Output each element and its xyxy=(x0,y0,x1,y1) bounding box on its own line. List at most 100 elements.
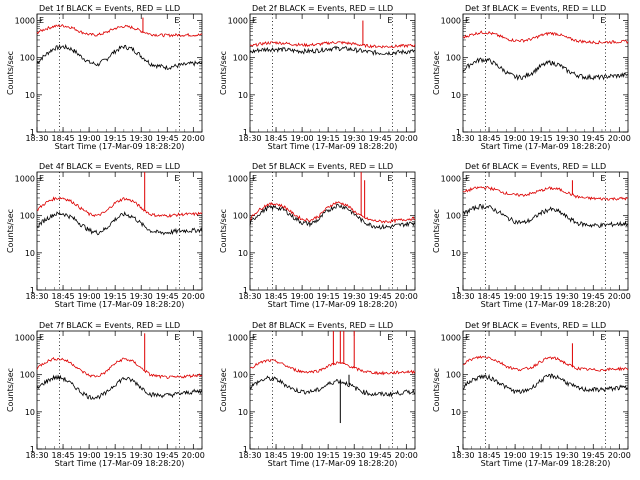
y-tick-label: 1 xyxy=(30,445,35,454)
plot-title: Det 2f BLACK = Events, RED = LLD xyxy=(252,4,393,13)
plot-title: Det 3f BLACK = Events, RED = LLD xyxy=(465,4,606,13)
x-tick-label: 18:30 xyxy=(238,292,261,301)
plot-frame xyxy=(462,171,629,291)
x-tick-label: 19:45 xyxy=(582,451,605,460)
y-tick-label: 1000 xyxy=(441,334,461,343)
y-tick-label: 100 xyxy=(446,54,461,63)
y-axis-label: Counts/sec xyxy=(219,368,228,412)
y-tick-label: 1 xyxy=(456,286,461,295)
y-tick-label: 1 xyxy=(243,286,248,295)
events-series-line xyxy=(462,203,629,229)
x-tick-label: 19:45 xyxy=(369,292,392,301)
interval-flag: E xyxy=(174,16,179,25)
x-tick-label: 18:30 xyxy=(238,451,261,460)
x-axis-label: Start Time (17-Mar-09 18:28:20) xyxy=(268,459,398,468)
interval-flag: E xyxy=(387,174,392,183)
y-axis-label: Counts/sec xyxy=(6,51,15,95)
x-tick-label: 19:45 xyxy=(156,451,179,460)
x-tick-label: 19:15 xyxy=(104,451,127,460)
y-tick-label: 1 xyxy=(456,128,461,137)
x-tick-label: 20:00 xyxy=(182,451,205,460)
y-tick-label: 1 xyxy=(456,445,461,454)
x-axis-label: Start Time (17-Mar-09 18:28:20) xyxy=(481,142,611,151)
y-tick-label: 1 xyxy=(243,445,248,454)
detector-plot: Det 2f BLACK = Events, RED = LLD 1 10 100 10… xyxy=(219,4,418,151)
events-series-line xyxy=(462,57,629,81)
lld-series-line xyxy=(36,23,203,38)
x-tick-label: 19:15 xyxy=(317,134,340,143)
y-axis-label: Counts/sec xyxy=(432,51,441,95)
plot-frame xyxy=(249,13,416,133)
lld-series-line xyxy=(462,186,629,201)
x-tick-label: 19:00 xyxy=(78,134,101,143)
events-series-line xyxy=(36,43,203,71)
x-tick-label: 19:15 xyxy=(104,292,127,301)
x-tick-label: 19:00 xyxy=(291,292,314,301)
interval-flag: E xyxy=(465,333,470,342)
x-tick-label: 19:15 xyxy=(317,292,340,301)
interval-flag: E xyxy=(600,16,605,25)
x-tick-label: 19:30 xyxy=(556,292,579,301)
x-tick-label: 20:00 xyxy=(608,451,631,460)
lld-series-line xyxy=(36,356,203,380)
x-tick-label: 18:30 xyxy=(25,292,48,301)
x-tick-label: 18:30 xyxy=(25,451,48,460)
x-tick-label: 18:30 xyxy=(451,451,474,460)
x-tick-label: 20:00 xyxy=(608,134,631,143)
x-tick-label: 19:45 xyxy=(582,134,605,143)
y-tick-label: 1000 xyxy=(228,334,248,343)
x-tick-label: 19:45 xyxy=(369,451,392,460)
lld-series-line xyxy=(462,30,629,45)
x-tick-label: 19:30 xyxy=(130,292,153,301)
x-tick-label: 20:00 xyxy=(395,134,418,143)
x-axis-label: Start Time (17-Mar-09 18:28:20) xyxy=(55,459,185,468)
plot-frame xyxy=(249,330,416,450)
x-tick-label: 19:00 xyxy=(504,292,527,301)
interval-flag: E xyxy=(174,174,179,183)
y-tick-label: 10 xyxy=(451,408,461,417)
y-tick-label: 100 xyxy=(233,371,248,380)
y-tick-label: 1000 xyxy=(228,17,248,26)
detector-plot: Det 1f BLACK = Events, RED = LLD 1 10 100 10… xyxy=(6,4,205,151)
x-axis-label: Start Time (17-Mar-09 18:28:20) xyxy=(268,142,398,151)
x-tick-label: 19:45 xyxy=(369,134,392,143)
interval-flag: E xyxy=(387,16,392,25)
x-tick-label: 18:45 xyxy=(265,134,288,143)
y-axis-label: Counts/sec xyxy=(6,368,15,412)
detector-plot: Det 5f BLACK = Events, RED = LLD 1 10 100 10… xyxy=(219,162,418,309)
plot-frame xyxy=(462,13,629,133)
detector-plot: Det 6f BLACK = Events, RED = LLD 1 10 100 10… xyxy=(432,162,631,309)
lld-series-line xyxy=(249,40,416,49)
x-tick-label: 19:30 xyxy=(343,292,366,301)
x-tick-label: 19:45 xyxy=(156,134,179,143)
plot-title: Det 5f BLACK = Events, RED = LLD xyxy=(252,162,393,171)
x-tick-label: 18:45 xyxy=(478,134,501,143)
x-tick-label: 19:30 xyxy=(130,134,153,143)
x-tick-label: 18:45 xyxy=(478,292,501,301)
x-tick-label: 18:30 xyxy=(25,134,48,143)
y-tick-label: 100 xyxy=(446,371,461,380)
x-tick-label: 19:00 xyxy=(78,292,101,301)
events-series-line xyxy=(462,373,629,394)
detector-plot: Det 8f BLACK = Events, RED = LLD 1 10 100 10… xyxy=(219,321,418,468)
plot-frame xyxy=(36,330,203,450)
y-axis-label: Counts/sec xyxy=(432,209,441,253)
x-tick-label: 18:30 xyxy=(238,134,261,143)
x-tick-label: 18:45 xyxy=(52,451,75,460)
detector-plot: Det 7f BLACK = Events, RED = LLD 1 10 100 10… xyxy=(6,321,205,468)
y-tick-label: 1000 xyxy=(15,17,35,26)
x-tick-label: 19:00 xyxy=(504,451,527,460)
interval-flag: E xyxy=(252,16,257,25)
x-tick-label: 19:00 xyxy=(291,134,314,143)
x-tick-label: 19:00 xyxy=(504,134,527,143)
y-tick-label: 10 xyxy=(25,408,35,417)
y-tick-label: 10 xyxy=(451,91,461,100)
y-tick-label: 10 xyxy=(238,408,248,417)
x-tick-label: 19:15 xyxy=(530,134,553,143)
y-tick-label: 1000 xyxy=(441,17,461,26)
plot-title: Det 8f BLACK = Events, RED = LLD xyxy=(252,321,393,330)
x-tick-label: 18:45 xyxy=(52,134,75,143)
interval-flag: E xyxy=(465,174,470,183)
y-axis-label: Counts/sec xyxy=(219,51,228,95)
